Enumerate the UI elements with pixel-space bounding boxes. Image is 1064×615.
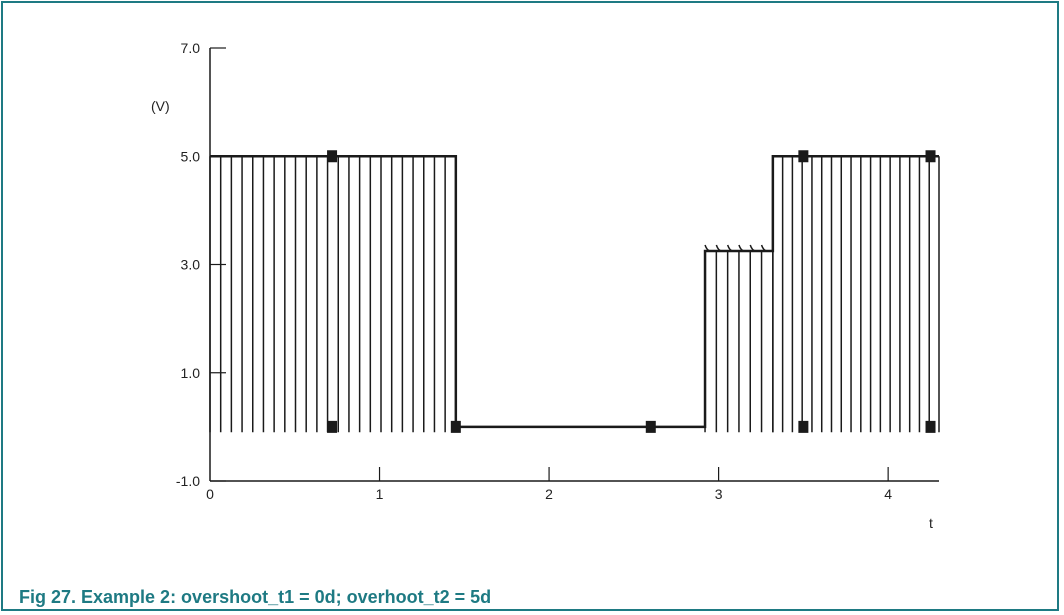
traces <box>209 155 940 433</box>
chart: -1.0 1.0 3.0 5.0 7.0 0 1 2 3 4 (V) t <box>151 40 940 531</box>
x-tick-label: 1 <box>376 486 384 502</box>
markers <box>327 150 936 433</box>
axes <box>209 47 939 482</box>
marker <box>327 420 338 433</box>
x-axis-label: t <box>929 515 933 531</box>
y-tick-label: 1.0 <box>181 365 201 381</box>
signal-trace <box>210 155 939 429</box>
marker <box>450 420 461 433</box>
y-tick-label: -1.0 <box>176 473 200 489</box>
x-tick-label: 2 <box>545 486 553 502</box>
marker <box>327 150 338 163</box>
x-tick-label: 3 <box>715 486 723 502</box>
figure-caption: Fig 27. Example 2: overshoot_t1 = 0d; ov… <box>19 587 492 607</box>
y-axis-label: (V) <box>151 98 170 114</box>
marker <box>798 420 809 433</box>
marker <box>798 150 809 163</box>
y-tick-label: 3.0 <box>181 257 201 273</box>
marker <box>645 420 656 433</box>
x-tick-label: 0 <box>206 486 214 502</box>
y-tick-label: 7.0 <box>181 40 201 56</box>
marker <box>925 420 936 433</box>
axis-labels: -1.0 1.0 3.0 5.0 7.0 0 1 2 3 4 (V) t <box>151 40 933 531</box>
y-tick-label: 5.0 <box>181 148 201 164</box>
x-tick-label: 4 <box>884 486 892 502</box>
marker <box>925 150 936 163</box>
